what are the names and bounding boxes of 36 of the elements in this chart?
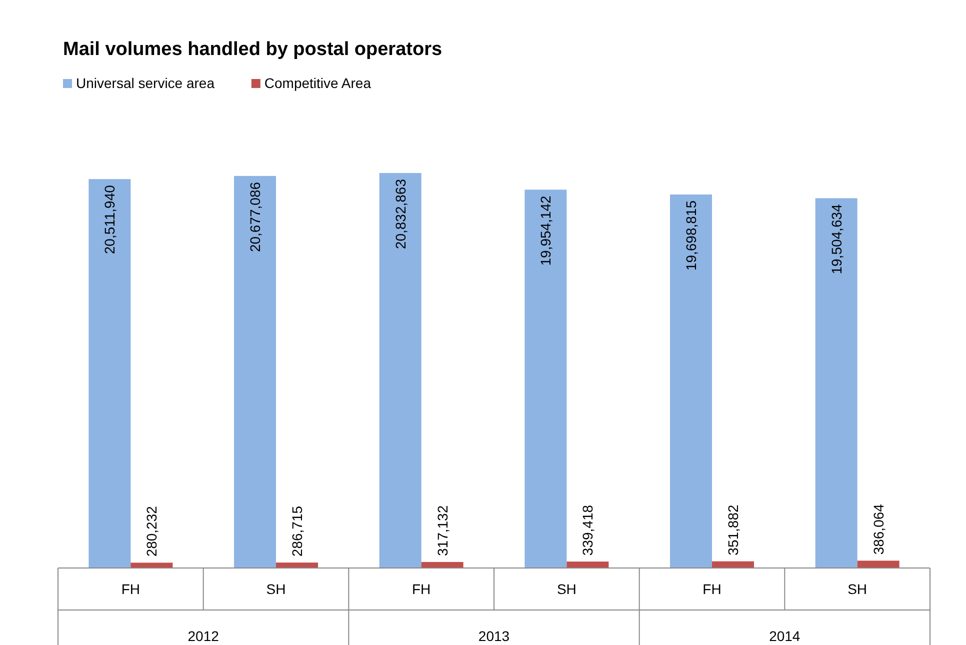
bar: [815, 198, 858, 568]
x-tick-label: FH: [702, 581, 722, 597]
x-tick-label: FH: [121, 581, 140, 597]
bar: [857, 560, 900, 568]
text: 2012: [188, 628, 220, 644]
legend-label: Universal service area: [76, 75, 215, 91]
legend-label: Competitive Area: [264, 75, 372, 91]
data-label: 19,954,142: [538, 195, 554, 266]
text: 2013: [478, 628, 510, 644]
bar: [276, 562, 318, 568]
data-label: 20,677,086: [247, 182, 263, 252]
bar: [88, 179, 131, 568]
bar: [712, 561, 754, 568]
data-label: 286,715: [289, 506, 305, 557]
bar: [421, 562, 464, 568]
data-label: 351,882: [725, 504, 741, 556]
data-label: 280,232: [144, 506, 160, 557]
x-tick-label: SH: [848, 581, 868, 597]
data-label: 20,832,863: [392, 178, 408, 250]
chart-title: Mail volumes handled by postal operators: [63, 39, 442, 60]
x-tick-label: SH: [556, 581, 576, 597]
bar: [566, 562, 609, 568]
bar: [234, 176, 276, 568]
data-label: 19,698,815: [683, 200, 699, 271]
data-label: 19,504,634: [828, 204, 844, 274]
text: 2014: [769, 628, 800, 644]
bar: [524, 190, 567, 568]
bar: [379, 173, 422, 568]
bar: [670, 194, 712, 568]
data-label: 317,132: [434, 505, 450, 556]
x-tick-label: SH: [266, 581, 286, 597]
data-label: 386,064: [870, 504, 886, 555]
data-label: 339,418: [580, 504, 596, 556]
x-tick-label: FH: [412, 581, 431, 597]
bar: [130, 562, 173, 568]
data-label: 20,511,940: [102, 184, 118, 254]
